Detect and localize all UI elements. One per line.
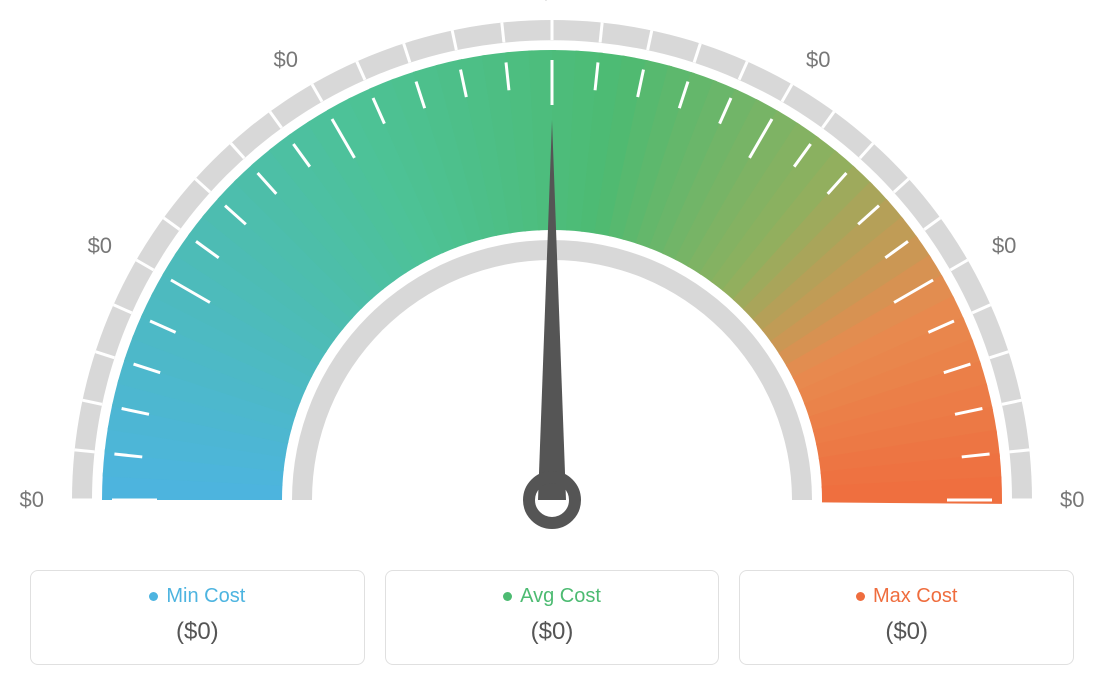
- outer-tick: [75, 450, 95, 452]
- outer-tick: [600, 23, 602, 43]
- gauge-svg: $0 $0 $0 $0 $0 $0 $0: [0, 0, 1104, 560]
- legend-card-avg: Avg Cost ($0): [385, 570, 720, 665]
- outer-tick: [1009, 450, 1029, 452]
- legend-value-min: ($0): [41, 618, 354, 646]
- legend-label-max: Max Cost: [856, 585, 957, 608]
- legend-dot-avg: [503, 592, 512, 601]
- legend-card-max: Max Cost ($0): [739, 570, 1074, 665]
- legend-value-max: ($0): [750, 618, 1063, 646]
- legend-row: Min Cost ($0) Avg Cost ($0) Max Cost ($0…: [0, 570, 1104, 665]
- tick-label: $0: [1060, 487, 1084, 512]
- tick-label: $0: [88, 233, 112, 258]
- tick-label: $0: [992, 233, 1016, 258]
- legend-label-min: Min Cost: [149, 585, 245, 608]
- legend-dot-max: [856, 592, 865, 601]
- tick-label: $0: [806, 47, 830, 72]
- legend-text-min: Min Cost: [166, 585, 245, 608]
- legend-text-max: Max Cost: [873, 585, 957, 608]
- legend-dot-min: [149, 592, 158, 601]
- tick-label: $0: [20, 487, 44, 512]
- tick-label: $0: [540, 0, 564, 4]
- legend-text-avg: Avg Cost: [520, 585, 601, 608]
- legend-card-min: Min Cost ($0): [30, 570, 365, 665]
- legend-label-avg: Avg Cost: [503, 585, 601, 608]
- outer-tick: [502, 23, 504, 43]
- legend-value-avg: ($0): [396, 618, 709, 646]
- gauge-container: $0 $0 $0 $0 $0 $0 $0: [0, 0, 1104, 560]
- tick-label: $0: [274, 47, 298, 72]
